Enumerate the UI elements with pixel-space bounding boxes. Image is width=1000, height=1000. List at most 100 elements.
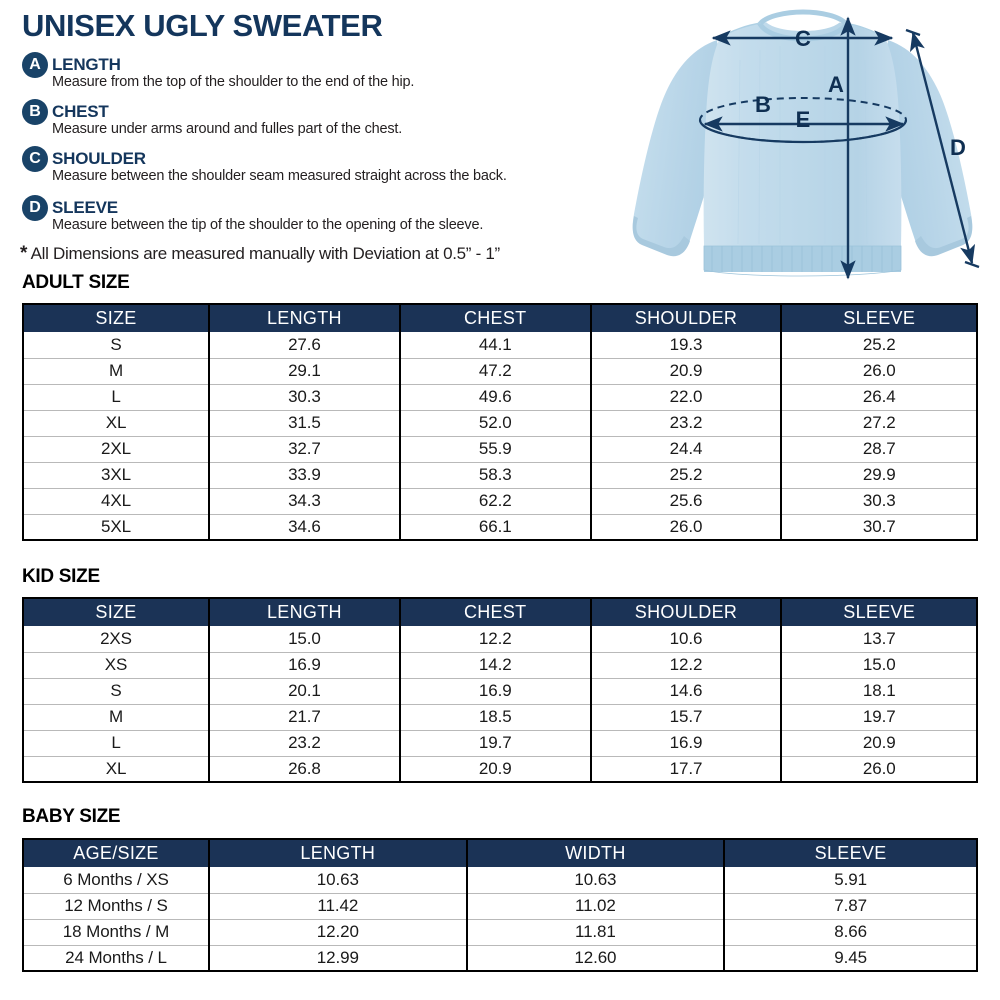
table-row: 2XS 15.0 12.2 10.6 13.7 [23,626,977,652]
cell-size: M [23,703,211,730]
table-row: 3XL 33.9 58.3 25.2 29.9 [23,461,977,488]
adult-size-table: SIZE LENGTH CHEST SHOULDER SLEEVE S 27.6… [22,303,978,541]
section-label-baby: BABY SIZE [22,806,121,827]
table-row: XL 26.8 20.9 17.7 26.0 [23,755,977,782]
cell-chest: 47.2 [398,357,592,384]
cell-size: 2XL [23,435,211,462]
legend-item-sleeve: D SLEEVE Measure between the tip of the … [22,195,622,239]
cell-chest: 52.0 [398,409,592,436]
table-row: 5XL 34.6 66.1 26.0 30.7 [23,513,977,540]
table-row: 18 Months / M 12.20 11.81 8.66 [23,918,977,945]
diagram-label-b: B [755,92,771,117]
cell-length: 26.8 [208,755,401,782]
table-row: M 21.7 18.5 15.7 19.7 [23,703,977,730]
cell-length: 23.2 [208,729,401,756]
cell-length: 15.0 [208,626,401,652]
diagram-label-c: C [795,26,811,51]
cell-chest: 55.9 [398,435,592,462]
col-chest: CHEST [398,304,592,332]
cell-sleeve: 29.9 [780,461,977,488]
cell-length: 11.42 [208,892,468,919]
page-title: UNISEX UGLY SWEATER [22,8,383,43]
cell-length: 20.1 [208,677,401,704]
measurement-legend: A LENGTH Measure from the top of the sho… [22,52,622,239]
cell-chest: 44.1 [398,332,592,358]
cell-size: 2XS [23,626,211,652]
cell-chest: 49.6 [398,383,592,410]
cell-shoulder: 20.9 [589,357,783,384]
cell-chest: 14.2 [398,651,592,678]
table-row: 6 Months / XS 10.63 10.63 5.91 [23,867,977,893]
cell-length: 30.3 [208,383,401,410]
legend-desc-sleeve: Measure between the tip of the shoulder … [52,217,484,233]
legend-desc-shoulder: Measure between the shoulder seam measur… [52,168,507,184]
legend-item-length: A LENGTH Measure from the top of the sho… [22,52,622,99]
cell-length: 10.63 [208,867,468,893]
cell-shoulder: 22.0 [589,383,783,410]
table-header-row: SIZE LENGTH CHEST SHOULDER SLEEVE [23,598,977,626]
badge-d-icon: D [22,195,48,221]
col-shoulder: SHOULDER [589,304,783,332]
cell-sleeve: 25.2 [780,332,977,358]
col-length: LENGTH [208,598,401,626]
col-width: WIDTH [465,839,726,867]
cell-sleeve: 27.2 [780,409,977,436]
table-row: M 29.1 47.2 20.9 26.0 [23,357,977,384]
cell-shoulder: 26.0 [589,513,783,540]
cell-age-size: 18 Months / M [23,918,211,945]
diagram-label-e: E [796,107,811,132]
legend-term-chest: CHEST [52,102,109,121]
cell-size: XL [23,409,211,436]
cell-chest: 12.2 [398,626,592,652]
cell-length: 29.1 [208,357,401,384]
cell-length: 34.6 [208,513,401,540]
table-row: 4XL 34.3 62.2 25.6 30.3 [23,487,977,514]
cell-size: L [23,383,211,410]
cell-shoulder: 10.6 [589,626,783,652]
cell-chest: 19.7 [398,729,592,756]
baby-size-table: AGE/SIZE LENGTH WIDTH SLEEVE 6 Months / … [22,838,978,972]
cell-width: 11.02 [465,892,726,919]
cell-chest: 18.5 [398,703,592,730]
cell-shoulder: 17.7 [589,755,783,782]
cell-size: XS [23,651,211,678]
cell-shoulder: 25.2 [589,461,783,488]
diagram-label-a: A [828,72,844,97]
cell-chest: 20.9 [398,755,592,782]
cell-sleeve: 9.45 [723,944,977,971]
cell-size: M [23,357,211,384]
sweater-diagram: C A B E D [620,0,1000,292]
cell-sleeve: 7.87 [723,892,977,919]
cell-length: 12.99 [208,944,468,971]
cell-sleeve: 30.7 [780,513,977,540]
col-sleeve: SLEEVE [780,304,977,332]
legend-item-chest: B CHEST Measure under arms around and fu… [22,99,622,146]
table-row: S 27.6 44.1 19.3 25.2 [23,332,977,358]
cell-shoulder: 23.2 [589,409,783,436]
table-row: L 30.3 49.6 22.0 26.4 [23,383,977,410]
col-size: SIZE [23,304,211,332]
diagram-label-d: D [950,135,966,160]
cell-length: 31.5 [208,409,401,436]
cell-age-size: 12 Months / S [23,892,211,919]
kid-size-table: SIZE LENGTH CHEST SHOULDER SLEEVE 2XS 15… [22,597,978,783]
cell-sleeve: 20.9 [780,729,977,756]
cell-chest: 16.9 [398,677,592,704]
cell-size: S [23,332,211,358]
cell-shoulder: 24.4 [589,435,783,462]
note-asterisk: * [20,243,28,264]
badge-c-icon: C [22,146,48,172]
deviation-note: * All Dimensions are measured manually w… [20,243,500,265]
cell-size: 4XL [23,487,211,514]
cell-width: 11.81 [465,918,726,945]
legend-term-length: LENGTH [52,55,121,74]
table-row: 12 Months / S 11.42 11.02 7.87 [23,892,977,919]
legend-desc-chest: Measure under arms around and fulles par… [52,121,403,137]
cell-age-size: 24 Months / L [23,944,211,971]
table-row: XS 16.9 14.2 12.2 15.0 [23,651,977,678]
table-row: L 23.2 19.7 16.9 20.9 [23,729,977,756]
cell-shoulder: 16.9 [589,729,783,756]
col-length: LENGTH [208,304,401,332]
cell-length: 32.7 [208,435,401,462]
cell-sleeve: 26.4 [780,383,977,410]
